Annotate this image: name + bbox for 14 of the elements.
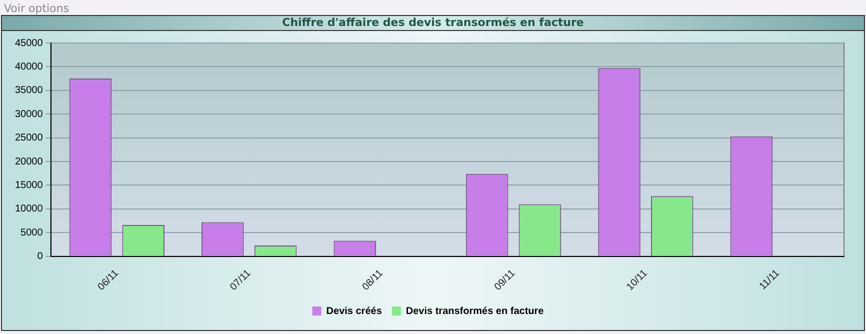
- y-tick-label: 30000: [14, 108, 44, 120]
- legend-label: Devis transformés en facture: [406, 306, 544, 317]
- y-tick-label: 45000: [14, 38, 44, 49]
- text: Voir options: [4, 2, 69, 15]
- y-tick-label: 10000: [14, 204, 44, 215]
- legend-label: Devis créés: [326, 306, 382, 317]
- y-tick-label: 0: [37, 251, 44, 262]
- y-tick-label: 15000: [14, 180, 44, 191]
- y-tick-label: 25000: [14, 132, 44, 144]
- chart-title: Chiffre d'affaire des devis transormés en facture: [2, 16, 864, 31]
- y-tick-label: 5000: [20, 227, 44, 238]
- y-tick-label: 20000: [14, 156, 44, 168]
- y-tick-label: 35000: [14, 85, 44, 96]
- y-tick-label: 40000: [14, 61, 44, 72]
